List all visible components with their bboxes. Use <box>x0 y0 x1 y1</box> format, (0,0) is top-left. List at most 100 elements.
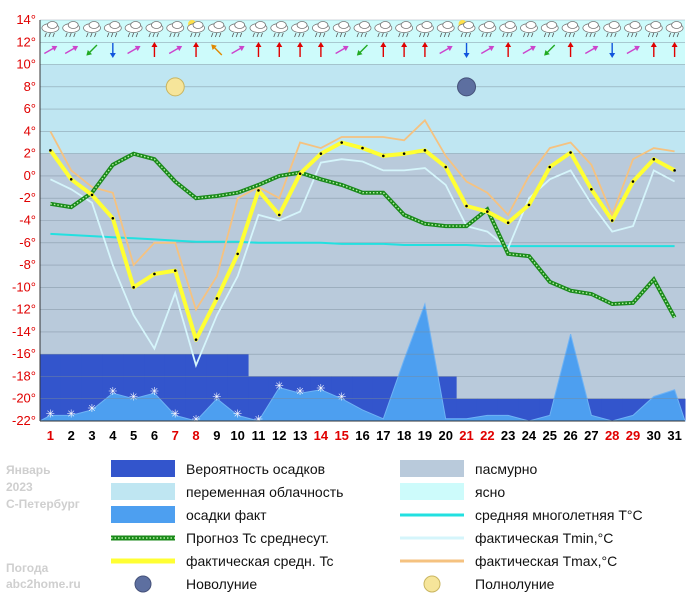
cloud-puff <box>234 21 246 29</box>
rain-drop <box>210 32 214 38</box>
rain-drop <box>52 32 55 38</box>
rain-drop <box>302 32 305 38</box>
y-tick-label: 10° <box>16 57 36 72</box>
rain-drop <box>319 32 322 38</box>
site-title-label: Погода <box>6 561 49 575</box>
legend-label: Новолуние <box>186 576 257 592</box>
rain-drop <box>651 32 655 38</box>
rain-drop <box>198 32 201 38</box>
legend-swatch <box>111 506 175 523</box>
cloud-puff <box>192 21 204 29</box>
wind-arrow-icon <box>401 42 408 57</box>
rain-drop <box>194 32 197 38</box>
rain-drop <box>676 32 679 38</box>
wind-arrow-icon <box>43 45 58 55</box>
rain-drop <box>135 32 139 38</box>
precip-actual-area <box>39 302 686 422</box>
wind-arrow-head <box>463 53 470 58</box>
actual-mean-point <box>465 204 468 208</box>
cloud-puff <box>171 21 183 29</box>
x-tick-label: 5 <box>130 428 137 443</box>
wind-arrow-icon <box>193 42 200 57</box>
x-tick-label: 7 <box>172 428 179 443</box>
rain-drop <box>551 32 555 38</box>
wind-arrow-head <box>592 45 599 52</box>
actual-mean-point <box>506 221 510 225</box>
wind-arrow-head <box>401 42 408 47</box>
wind-arrow-icon <box>211 44 223 56</box>
rain-drop <box>127 32 131 38</box>
cloud-puff <box>525 21 537 29</box>
rain-drop <box>294 32 297 38</box>
actual-mean-point <box>361 146 364 150</box>
x-tick-label: 8 <box>192 428 199 443</box>
precipitation-layer: ✳ ✳ ✳ ✳ ✳ ✳ ✳ ✳ ✳ ✳ ✳ ✳ ✳ ✳ ✳ <box>39 302 686 426</box>
rain-drop <box>485 32 488 38</box>
moon-phase-layer <box>165 77 477 97</box>
cloud-puff <box>567 21 578 29</box>
rain-drop <box>69 32 72 38</box>
wind-arrow-head <box>505 42 512 47</box>
wind-arrow-icon <box>584 45 599 55</box>
x-tick-label: 26 <box>563 428 577 443</box>
snowflake-icon: ✳ <box>233 408 242 420</box>
rain-drop <box>502 32 505 38</box>
precip-probability-bar <box>40 354 62 421</box>
tmin-line <box>50 158 676 369</box>
cloud-puff <box>379 21 391 29</box>
x-tick-label: 6 <box>151 428 158 443</box>
full-moon-icon <box>165 77 185 97</box>
wind-arrow-head <box>650 42 657 47</box>
weather-icon-row <box>41 20 684 38</box>
rain-drop <box>156 32 159 38</box>
legend-swatch <box>111 483 175 500</box>
rain-drop <box>589 32 592 38</box>
wind-arrow-head <box>421 42 428 47</box>
actual-mean-point <box>382 154 385 158</box>
rain-drop <box>593 32 596 38</box>
actual-mean-point <box>111 216 115 220</box>
actual-mean-point <box>277 213 281 217</box>
year-label: 2023 <box>6 480 33 494</box>
x-tick-label: 19 <box>418 428 432 443</box>
rain-drop <box>106 32 110 38</box>
rain-drop <box>606 32 609 38</box>
cloud-puff <box>255 21 266 29</box>
x-tick-label: 13 <box>293 428 307 443</box>
cloud-puff <box>629 21 641 29</box>
x-tick-label: 2 <box>68 428 75 443</box>
rain-drop <box>173 32 176 38</box>
wind-arrow-icon <box>439 45 453 55</box>
wind-arrow-icon <box>421 42 428 57</box>
x-axis: 1 2 3 4 5 6 7 8 9 10 11 12 13 14 15 16 17 18 19 20 21 22 23 24 2… <box>47 428 682 443</box>
rain-drop <box>356 32 359 38</box>
wind-arrow-head <box>72 45 79 52</box>
actual-mean-point <box>444 165 448 169</box>
x-tick-label: 12 <box>272 428 286 443</box>
rain-drop <box>464 32 467 38</box>
wind-arrow-head <box>193 42 200 47</box>
rain-drop <box>443 32 447 38</box>
cloud-puff <box>650 21 662 29</box>
rain-drop <box>360 32 363 38</box>
y-tick-label: 14° <box>16 12 36 27</box>
y-tick-label: 2° <box>24 146 36 161</box>
x-tick-label: 11 <box>252 428 266 443</box>
cloud-puff <box>546 21 558 29</box>
wind-arrow-icon <box>297 42 304 57</box>
snowflake-icon: ✳ <box>191 414 200 426</box>
snowflake-icon: ✳ <box>67 408 76 420</box>
wind-arrow-head <box>86 50 93 56</box>
legend-swatch <box>400 483 464 500</box>
actual-mean-point <box>90 193 94 197</box>
actual-mean-point <box>194 338 198 341</box>
actual-mean-point <box>569 151 572 154</box>
rain-drop <box>214 32 218 38</box>
rain-drop <box>94 32 97 38</box>
cloud-puff <box>608 21 620 29</box>
cloud-puff <box>317 21 329 29</box>
site-domain-label: abc2home.ru <box>6 577 81 591</box>
y-tick-label: -22° <box>12 413 36 428</box>
actual-mean-point <box>590 188 593 191</box>
